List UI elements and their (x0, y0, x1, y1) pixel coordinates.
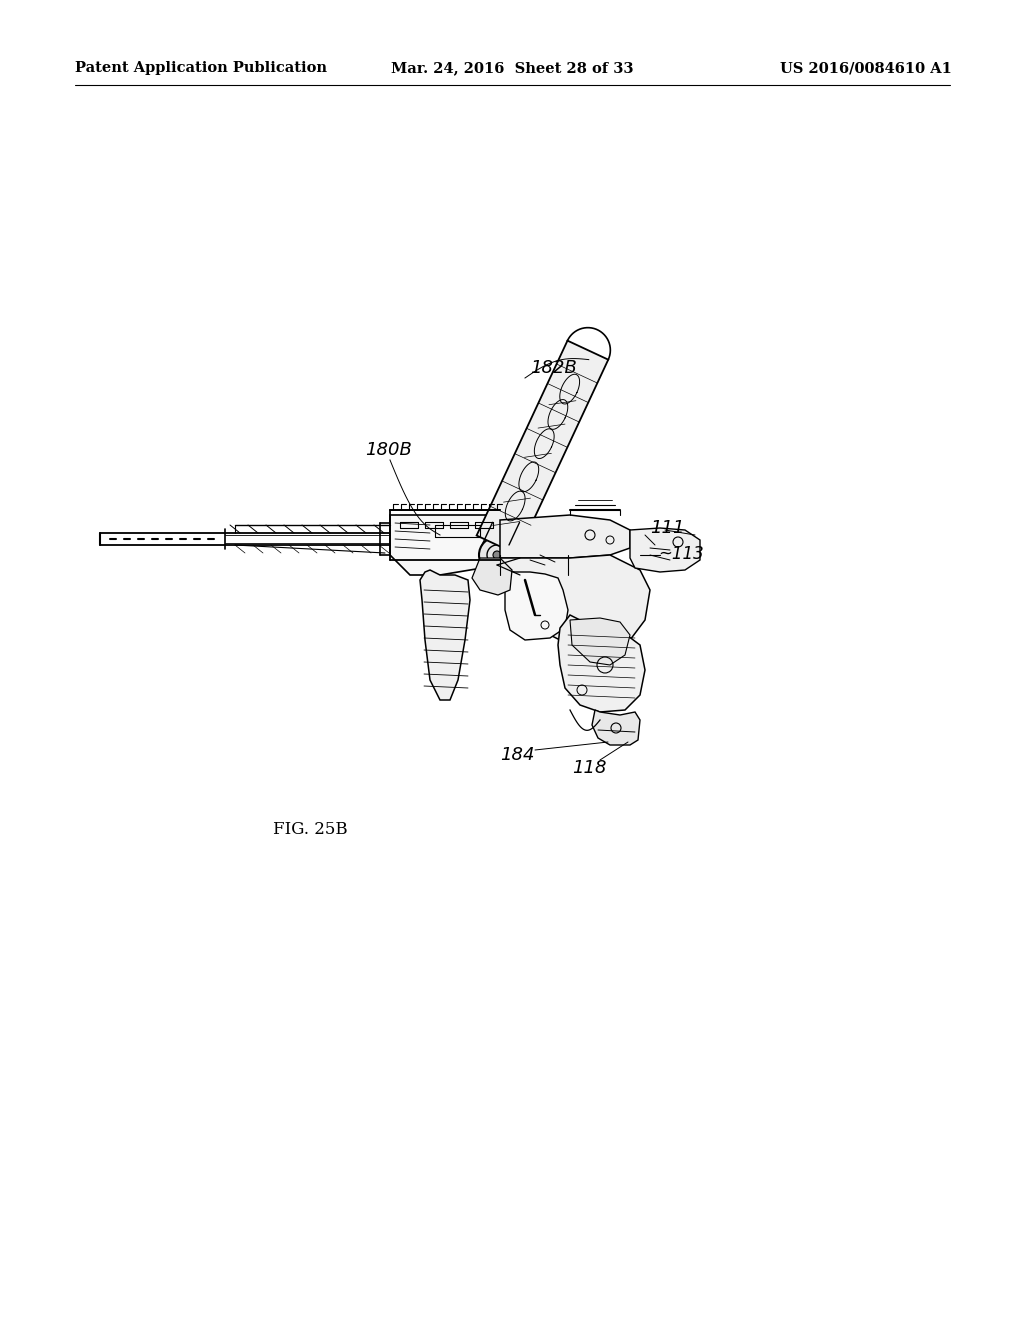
Polygon shape (570, 618, 630, 665)
Text: Patent Application Publication: Patent Application Publication (75, 61, 327, 75)
Polygon shape (495, 554, 650, 649)
Polygon shape (630, 528, 700, 572)
Text: US 2016/0084610 A1: US 2016/0084610 A1 (780, 61, 952, 75)
Text: FIG. 25B: FIG. 25B (272, 821, 347, 838)
Polygon shape (558, 615, 645, 711)
Text: 111: 111 (650, 519, 684, 537)
Polygon shape (476, 341, 608, 554)
Polygon shape (472, 558, 512, 595)
Circle shape (479, 537, 515, 573)
Polygon shape (420, 570, 470, 700)
Polygon shape (500, 570, 568, 640)
Text: 184: 184 (500, 746, 535, 764)
Text: Mar. 24, 2016  Sheet 28 of 33: Mar. 24, 2016 Sheet 28 of 33 (391, 61, 633, 75)
Polygon shape (390, 515, 500, 576)
Polygon shape (500, 515, 630, 558)
Polygon shape (592, 710, 640, 744)
Text: 180B: 180B (365, 441, 412, 459)
Text: 182B: 182B (530, 359, 577, 378)
Circle shape (493, 550, 501, 558)
Text: 118: 118 (572, 759, 606, 777)
Text: ~113: ~113 (658, 545, 703, 564)
